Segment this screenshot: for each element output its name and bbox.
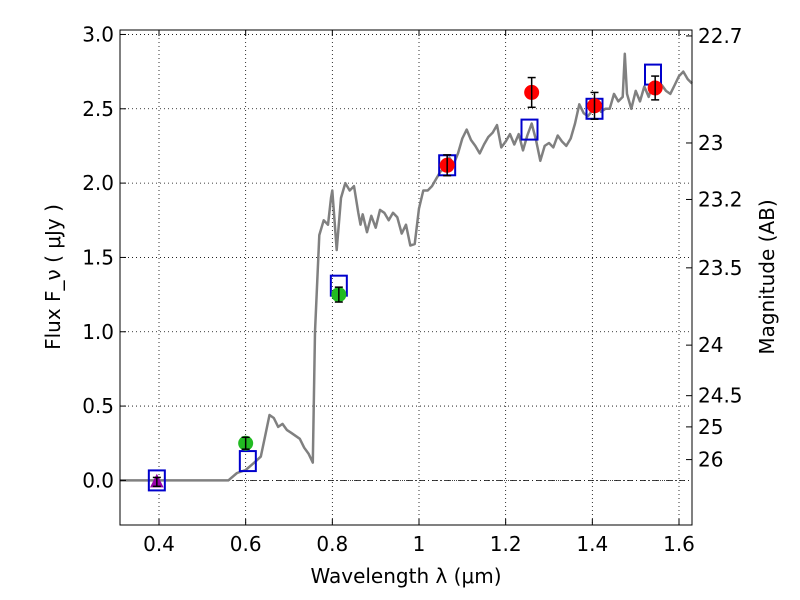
- y-tick-label: 0.0: [82, 468, 114, 492]
- spectrum-series: [120, 52, 693, 482]
- y-tick-label: 2.5: [82, 97, 114, 121]
- model-squares: [147, 63, 662, 492]
- x-tick-label: 0.6: [230, 532, 262, 556]
- mag-tick-label: 24.5: [698, 384, 743, 408]
- observed-points: [150, 75, 663, 488]
- mag-tick-label: 23.2: [698, 187, 743, 211]
- x-axis-title: Wavelength λ (μm): [310, 564, 501, 588]
- mag-tick-label: 23.5: [698, 256, 743, 280]
- mag-ticks: 22.7 23 23.2 23.5 24 24.5 25 26: [686, 24, 743, 472]
- plot-frame: [119, 29, 693, 526]
- x-tick-label: 1.2: [490, 532, 522, 556]
- model-square: [147, 469, 166, 492]
- grid: [120, 30, 692, 525]
- y-tick-label: 2.0: [82, 171, 114, 195]
- model-square: [238, 450, 257, 473]
- spectrum-line: [120, 52, 693, 482]
- y-tick-label: 0.5: [82, 394, 114, 418]
- mag-tick-label: 26: [698, 448, 723, 472]
- x-tick-label: 0.4: [143, 532, 175, 556]
- y-tick-label: 1.5: [82, 245, 114, 269]
- mag-tick-label: 25: [698, 415, 723, 439]
- y-axis-title: Flux F_ν ( μJy ): [41, 204, 65, 350]
- mag-tick-label: 23: [698, 131, 723, 155]
- x-ticks: 0.4 0.6 0.8 1 1.2 1.4 1.6: [143, 30, 695, 556]
- y-tick-label: 1.0: [82, 320, 114, 344]
- x-tick-label: 0.8: [316, 532, 348, 556]
- y-axis-right-title: Magnitude (AB): [755, 199, 779, 354]
- model-square: [520, 118, 539, 141]
- mag-tick-label: 24: [698, 333, 723, 357]
- x-tick-label: 1: [413, 532, 426, 556]
- y-tick-label: 3.0: [82, 22, 114, 46]
- y-ticks: 0.0 0.5 1.0 1.5 2.0 2.5 3.0: [82, 22, 126, 492]
- x-tick-label: 1.6: [663, 532, 695, 556]
- mag-tick-label: 22.7: [698, 24, 743, 48]
- x-tick-label: 1.4: [576, 532, 608, 556]
